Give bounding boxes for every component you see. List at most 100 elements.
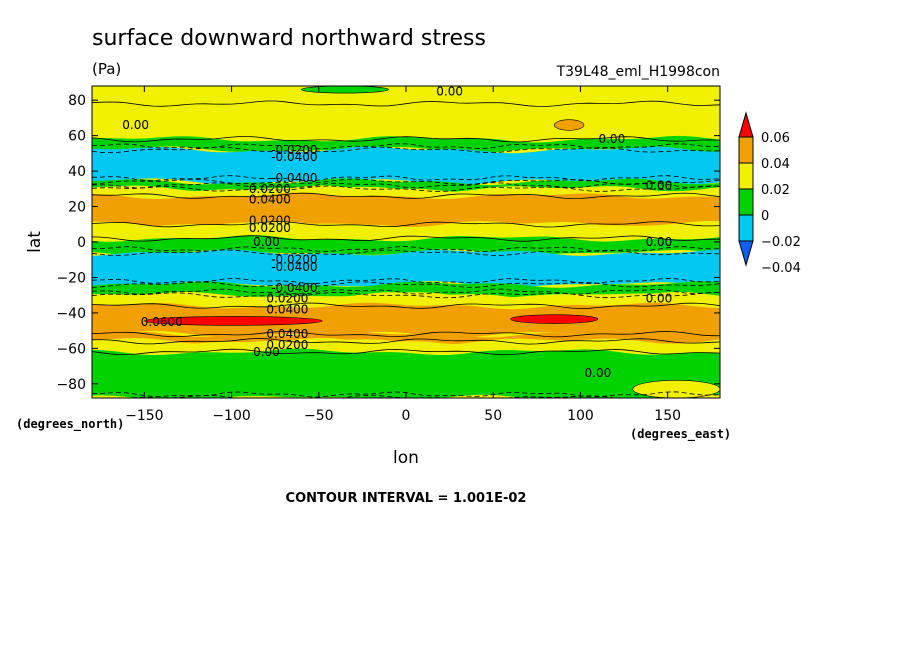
contour-line xyxy=(92,348,720,356)
contour-label: 0.0400 xyxy=(266,327,308,341)
contour-label: 0.0200 xyxy=(249,221,291,235)
x-tick-label: 150 xyxy=(654,408,681,424)
zonal-band xyxy=(92,302,720,338)
colorbar-segment xyxy=(738,188,754,216)
run-label: T39L48_eml_H1998con xyxy=(556,64,720,80)
y-tick-label: 40 xyxy=(68,164,86,180)
contour-line xyxy=(92,182,720,189)
colorbar-label: 0.06 xyxy=(761,131,790,146)
contour-label: -0.0400 xyxy=(271,281,317,295)
highlight-region xyxy=(553,119,585,131)
contour-label: -0.0200 xyxy=(271,143,317,157)
x-tick-label: −100 xyxy=(212,408,250,424)
zonal-band xyxy=(92,86,720,107)
x-tick-label: 0 xyxy=(402,408,411,424)
contour-line xyxy=(92,175,720,182)
zonal-band xyxy=(92,348,720,398)
colorbar-extend-bottom xyxy=(738,240,754,267)
colorbar-label: 0.02 xyxy=(761,183,790,198)
colorbar-label: −0.04 xyxy=(761,261,801,276)
contour-label: 0.0200 xyxy=(249,214,291,228)
y-tick-label: −40 xyxy=(56,306,86,322)
zonal-band xyxy=(92,291,720,310)
contour-line xyxy=(92,136,720,143)
colorbar-label: 0.04 xyxy=(761,157,790,172)
colorbar-segment xyxy=(738,162,754,190)
x-tick-label: −150 xyxy=(125,408,163,424)
contour-line xyxy=(92,249,720,256)
units-label: (Pa) xyxy=(92,60,121,78)
contour-line xyxy=(92,100,720,107)
highlight-region xyxy=(144,316,323,326)
y-tick-label: 80 xyxy=(68,93,86,109)
contour-label: -0.0200 xyxy=(271,253,317,267)
zonal-band xyxy=(92,100,720,143)
contour-labels: 0.000.000.00-0.0200-0.04000.00-0.04000.0… xyxy=(122,84,672,380)
contour-label: -0.0400 xyxy=(271,260,317,274)
contour-label: 0.00 xyxy=(646,235,673,249)
contour-interval-note: CONTOUR INTERVAL = 1.001E-02 xyxy=(286,491,527,506)
contour-line xyxy=(92,277,720,285)
zonal-band xyxy=(92,249,720,288)
y-tick-label: −60 xyxy=(56,341,86,357)
contour-line xyxy=(92,143,720,150)
zonal-band xyxy=(92,330,720,345)
colorbar-segment xyxy=(738,136,754,164)
y-tick-label: 20 xyxy=(68,200,86,216)
contour-label: 0.00 xyxy=(253,235,280,249)
contour-label: 0.0200 xyxy=(249,182,291,196)
zonal-band xyxy=(92,281,720,299)
zonal-band xyxy=(92,178,720,193)
highlight-region xyxy=(510,314,599,324)
contour-line xyxy=(92,246,720,253)
y-tick-label: −80 xyxy=(56,377,86,393)
y-axis-title: lat xyxy=(25,231,45,253)
zonal-band xyxy=(92,146,720,186)
contour-label: 0.00 xyxy=(598,132,625,146)
x-axis: −150 −100 −50 0 50 100 150 xyxy=(125,86,681,424)
contour-label: 0.00 xyxy=(646,292,673,306)
contour-line xyxy=(92,146,720,154)
x-axis-title: lon xyxy=(393,448,419,468)
x-units-label: (degrees_east) xyxy=(630,427,731,442)
x-tick-label: 50 xyxy=(484,408,502,424)
x-tick-label: −50 xyxy=(304,408,334,424)
y-tick-label: 0 xyxy=(77,235,86,251)
contour-label: 0.00 xyxy=(253,345,280,359)
contour-label: -0.0400 xyxy=(271,150,317,164)
y-tick-label: 60 xyxy=(68,129,86,145)
colorbar-extend-top xyxy=(738,111,754,138)
contour-line xyxy=(92,185,720,192)
contour-line xyxy=(92,235,720,242)
contour-line xyxy=(92,330,720,338)
contour-label: 0.0200 xyxy=(266,338,308,352)
contour-lines xyxy=(92,100,720,398)
contour-label: 0.00 xyxy=(122,118,149,132)
y-axis: −80 −60 −40 −20 0 20 40 60 80 xyxy=(56,93,720,393)
highlight-region xyxy=(301,86,389,94)
x-tick-label: 100 xyxy=(567,408,594,424)
contour-line xyxy=(92,178,720,185)
contour-label: 0.00 xyxy=(646,178,673,192)
contour-label: 0.0400 xyxy=(249,192,291,206)
zonal-band xyxy=(92,135,720,154)
contour-line xyxy=(92,302,720,309)
y-tick-label: −20 xyxy=(56,270,86,286)
contour-label: 0.0200 xyxy=(266,292,308,306)
zonal-band xyxy=(92,192,720,228)
contour-label: 0.00 xyxy=(585,366,612,380)
contour-line xyxy=(92,338,720,345)
y-units-label: (degrees_north) xyxy=(16,417,124,432)
colorbar: 0.06 0.04 0.02 0 −0.02 −0.04 xyxy=(738,111,801,276)
colorbar-label: 0 xyxy=(761,209,769,224)
contour-label: 0.00 xyxy=(436,84,463,98)
contour-line xyxy=(92,192,720,200)
chart-title: surface downward northward stress xyxy=(92,26,486,51)
contour-line xyxy=(92,291,720,299)
colorbar-segment xyxy=(738,214,754,242)
contour-field xyxy=(92,86,720,398)
colorbar-label: −0.02 xyxy=(761,235,801,250)
contour-label: 0.0600 xyxy=(141,315,183,329)
contour-label: 0.0400 xyxy=(266,302,308,316)
